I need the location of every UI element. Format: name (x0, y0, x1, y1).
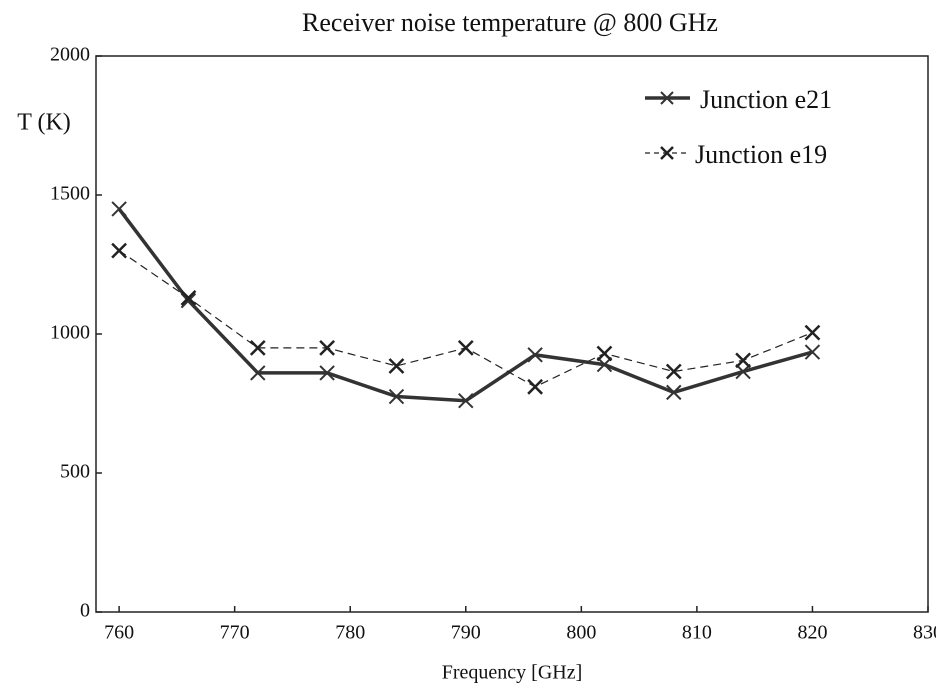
series-line (117, 207, 813, 403)
marker (665, 363, 682, 380)
marker (111, 201, 127, 217)
marker (666, 384, 682, 401)
marker (388, 388, 405, 405)
y-tick-label: 500 (60, 461, 90, 483)
marker (249, 340, 266, 356)
marker (319, 340, 335, 356)
series-line (118, 250, 813, 388)
x-axis-label: Frequency [GHz] (442, 662, 583, 684)
marker (180, 289, 197, 306)
x-tick-label: 790 (451, 622, 481, 644)
x-tick-label: 830 (913, 622, 936, 644)
marker (111, 242, 127, 259)
y-tick-label: 2000 (50, 44, 90, 66)
y-tick-label: 1500 (50, 183, 90, 205)
x-tick-label: 820 (797, 622, 827, 644)
marker (735, 352, 751, 369)
marker (596, 356, 613, 373)
y-tick-label: 0 (80, 600, 90, 622)
marker (527, 347, 543, 363)
x-tick-label: 780 (335, 622, 365, 644)
x-tick-label: 800 (566, 622, 596, 644)
marker (319, 365, 335, 381)
marker (804, 324, 821, 341)
chart-title: Receiver noise temperature @ 800 GHz (302, 8, 718, 37)
marker (250, 365, 266, 381)
y-axis-label: T (K) (17, 110, 71, 136)
legend-label: Junction e21 (700, 85, 832, 114)
legend-marker (660, 91, 674, 105)
marker (457, 340, 474, 356)
x-tick-label: 810 (682, 622, 712, 644)
legend-label: Junction e19 (695, 140, 827, 169)
marker (180, 292, 197, 309)
marker (527, 378, 543, 395)
x-tick-label: 760 (104, 622, 134, 644)
marker (735, 363, 751, 380)
marker (458, 393, 474, 409)
marker (804, 344, 821, 360)
legend-marker (660, 146, 674, 160)
marker (388, 358, 405, 374)
x-tick-label: 770 (220, 622, 250, 644)
y-tick-label: 1000 (50, 322, 90, 344)
marker (596, 345, 613, 362)
